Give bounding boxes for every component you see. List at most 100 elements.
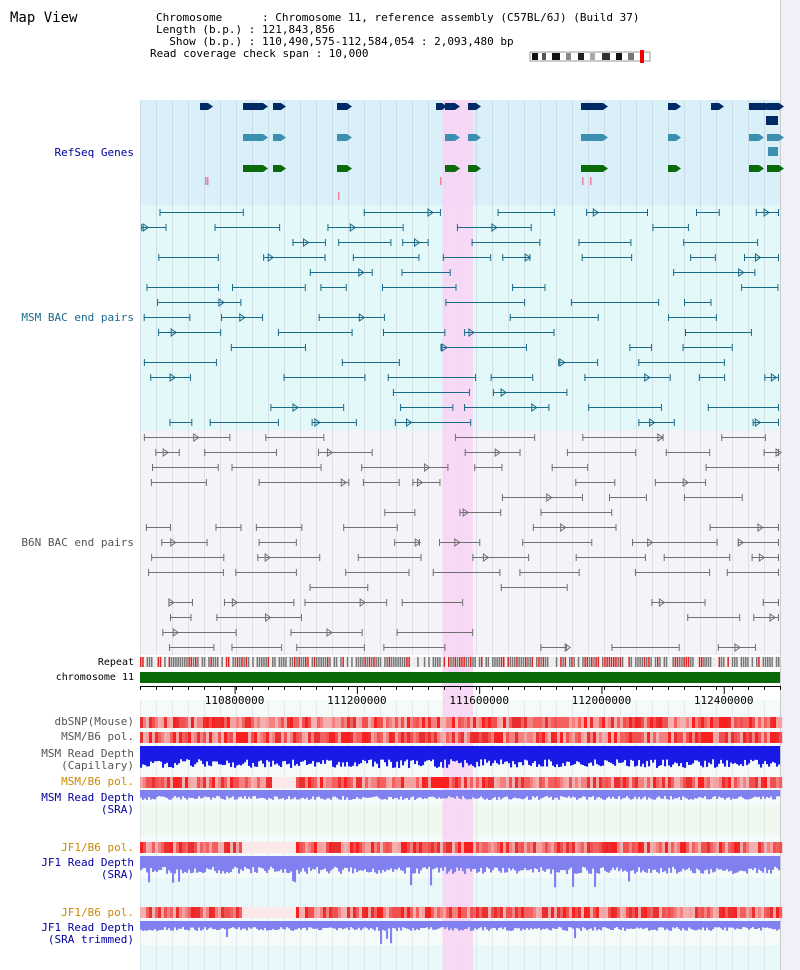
- jf1-trim-depth-bar: [570, 921, 573, 928]
- msm-pol-heat-2: [602, 777, 606, 788]
- msm-pol-heat-2: [581, 777, 585, 788]
- dbsnp-heat: [524, 717, 528, 728]
- jf1-pol-heat: [485, 842, 489, 853]
- jf1-pol-heat-2: [404, 907, 408, 918]
- jf1-sra-depth-bar: [294, 856, 297, 883]
- msm-capillary-depth-bar: [370, 746, 373, 760]
- jf1-trim-depth-bar: [294, 921, 297, 930]
- msm-sra-depth-bar: [410, 790, 413, 798]
- track-label-refseq[interactable]: RefSeq Genes: [54, 146, 134, 159]
- jf1-sra-depth-bar: [548, 856, 551, 869]
- msm-capillary-depth-bar: [744, 746, 747, 760]
- jf1-trim-depth-bar: [318, 921, 321, 931]
- msm-sra-depth-bar: [670, 790, 673, 797]
- jf1-sra-depth-bar: [350, 856, 353, 868]
- msm-sra-depth-bar: [492, 790, 495, 799]
- repeat-element: [463, 657, 465, 667]
- jf1-pol-heat: [404, 842, 408, 853]
- msm-sra-depth-bar: [532, 790, 535, 797]
- msm-pol-heat: [662, 732, 666, 743]
- jf1-pol-heat-2: [587, 907, 591, 918]
- jf1-trim-depth-bar: [156, 921, 159, 931]
- repeat-element: [362, 657, 364, 667]
- msm-sra-depth-bar: [694, 790, 697, 799]
- msm-pol-heat: [359, 732, 363, 743]
- track-label-msm-bac[interactable]: MSM BAC end pairs: [21, 311, 134, 324]
- jf1-trim-depth-bar: [768, 921, 771, 929]
- jf1-trim-depth-bar: [428, 921, 431, 930]
- msm-pol-heat-2: [314, 777, 318, 788]
- msm-sra-depth-bar: [196, 790, 199, 799]
- msm-pol-heat: [485, 732, 489, 743]
- msm-capillary-depth-bar: [404, 746, 407, 762]
- jf1-pol-heat: [719, 842, 723, 853]
- repeat-element: [665, 657, 668, 667]
- msm-sra-depth-bar: [264, 790, 267, 799]
- msm-capillary-depth-bar: [662, 746, 665, 760]
- msm-capillary-depth-bar: [454, 746, 457, 762]
- jf1-pol-heat-2: [344, 907, 348, 918]
- b6n-bac-pair-arrow: [264, 553, 272, 562]
- jf1-pol-heat: [344, 842, 348, 853]
- msm-capillary-depth-bar: [742, 746, 745, 767]
- track-label-b6n-bac[interactable]: B6N BAC end pairs: [21, 536, 134, 549]
- jf1-trim-depth-bar: [684, 921, 687, 931]
- jf1-trim-depth-bar: [668, 921, 671, 931]
- repeat-element: [258, 657, 261, 667]
- jf1-trim-depth-bar: [616, 921, 619, 928]
- msm-sra-depth-bar: [638, 790, 641, 798]
- jf1-sra-depth-bar: [668, 856, 671, 868]
- jf1-sra-depth-bar: [678, 856, 681, 873]
- repeat-element: [769, 657, 771, 667]
- msm-sra-depth-bar: [466, 790, 469, 800]
- msm-pol-heat: [557, 732, 561, 743]
- msm-capillary-depth-bar: [776, 746, 779, 767]
- repeat-element: [157, 657, 160, 667]
- msm-pol-heat-2: [203, 777, 207, 788]
- jf1-sra-depth-bar: [414, 856, 417, 874]
- msm-pol-heat-2: [509, 777, 513, 788]
- repeat-element: [705, 657, 707, 667]
- msm-pol-heat: [374, 732, 378, 743]
- jf1-sra-depth-bar: [322, 856, 325, 870]
- jf1-sra-depth-bar: [220, 856, 223, 874]
- msm-sra-depth-bar: [344, 790, 347, 800]
- msm-capillary-depth-bar: [504, 746, 507, 762]
- msm-sra-depth-bar: [704, 790, 707, 797]
- jf1-sra-depth-bar: [690, 856, 693, 871]
- dbsnp-heat: [623, 717, 627, 728]
- b6n-bac-pair-arrow: [758, 553, 766, 562]
- msm-pol-heat: [563, 732, 567, 743]
- msm-sra-depth-bar: [644, 790, 647, 797]
- msm-pol-heat: [347, 732, 351, 743]
- msm-pol-heat: [254, 732, 258, 743]
- msm-capillary-depth-bar: [272, 746, 275, 761]
- jf1-sra-depth-bar: [562, 856, 565, 871]
- msm-sra-depth-bar: [160, 790, 163, 797]
- jf1-trim-depth-bar: [264, 921, 267, 928]
- msm-capillary-depth-bar: [196, 746, 199, 763]
- jf1-trim-depth-bar: [492, 921, 495, 928]
- msm-capillary-depth-bar: [704, 746, 707, 761]
- jf1-trim-depth-bar: [530, 921, 533, 929]
- jf1-pol-heat-2: [401, 907, 405, 918]
- jf1-trim-depth-bar: [662, 921, 665, 928]
- msm-pol-heat-2: [611, 777, 615, 788]
- jf1-pol-heat: [476, 842, 480, 853]
- jf1-pol-heat: [740, 842, 744, 853]
- jf1-pol-heat-2: [347, 907, 351, 918]
- dbsnp-heat: [149, 717, 153, 728]
- jf1-trim-depth-bar: [242, 921, 245, 929]
- msm-sra-depth-bar: [218, 790, 221, 797]
- msm-pol-heat-2: [146, 777, 150, 788]
- msm-pol-heat-2: [440, 777, 444, 788]
- dbsnp-heat: [278, 717, 282, 728]
- jf1-pol-heat: [473, 842, 477, 853]
- repeat-element: [454, 657, 457, 667]
- dbsnp-heat: [701, 717, 705, 728]
- refseq-gene-feature: [766, 116, 778, 125]
- msm-pol-heat-2: [491, 777, 495, 788]
- msm-capillary-depth-bar: [276, 746, 279, 764]
- msm-capillary-depth-bar: [406, 746, 409, 760]
